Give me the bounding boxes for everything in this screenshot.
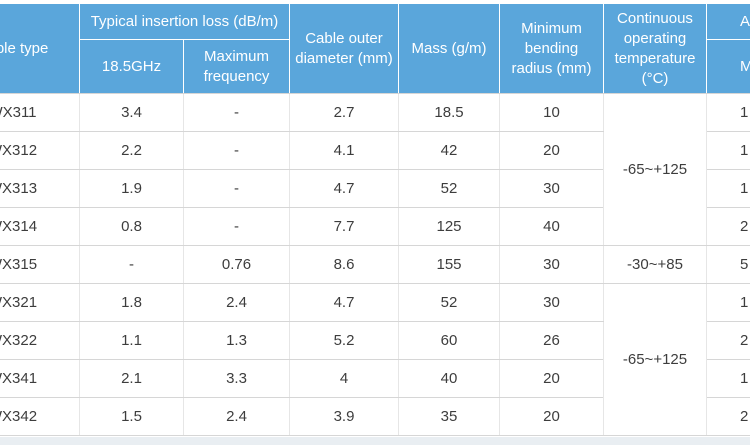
header-insertion-loss-group: Typical insertion loss (dB/m) — [79, 3, 290, 40]
cell-cable-type: WX312 — [0, 131, 80, 170]
cell-mass: 40 — [398, 359, 500, 398]
table-row: WX322 1.1 1.3 5.2 60 26 2 — [0, 321, 750, 360]
cell-loss-max-freq: - — [183, 93, 290, 132]
table-row: WX342 1.5 2.4 3.9 35 20 2 — [0, 397, 750, 436]
header-row-sub: 18.5GHz Maximum frequency M — [0, 39, 750, 94]
cell-loss-18-5ghz: 3.4 — [79, 93, 184, 132]
cell-bending-radius: 30 — [499, 169, 604, 208]
table-row: WX314 0.8 - 7.7 125 40 2 — [0, 207, 750, 246]
cell-assembly-partial: 2 — [706, 321, 750, 360]
cell-loss-18-5ghz: 2.1 — [79, 359, 184, 398]
cell-loss-18-5ghz: 1.5 — [79, 397, 184, 436]
cell-loss-18-5ghz: 1.9 — [79, 169, 184, 208]
cell-mass: 35 — [398, 397, 500, 436]
table-row: WX313 1.9 - 4.7 52 30 1 — [0, 169, 750, 208]
cell-operating-temp-span: -65~+125 — [603, 283, 707, 436]
cell-loss-max-freq: 2.4 — [183, 397, 290, 436]
cell-bending-radius: 20 — [499, 359, 604, 398]
cell-loss-max-freq: - — [183, 169, 290, 208]
header-18-5ghz: 18.5GHz — [79, 39, 184, 94]
cell-assembly-partial: 1 — [706, 359, 750, 398]
cell-outer-diameter: 4.1 — [289, 131, 399, 170]
cell-operating-temp-span: -30~+85 — [603, 245, 707, 284]
cell-mass: 52 — [398, 169, 500, 208]
cell-mass: 60 — [398, 321, 500, 360]
cable-spec-table: Cable type Typical insertion loss (dB/m)… — [0, 3, 750, 436]
cell-assembly-partial: 1 — [706, 169, 750, 208]
cell-cable-type: WX314 — [0, 207, 80, 246]
cell-outer-diameter: 5.2 — [289, 321, 399, 360]
cell-assembly-partial: 5 — [706, 245, 750, 284]
cell-loss-max-freq: 3.3 — [183, 359, 290, 398]
table-row: WX321 1.8 2.4 4.7 52 30 -65~+125 1 — [0, 283, 750, 436]
cell-loss-max-freq: 2.4 — [183, 283, 290, 322]
cell-loss-max-freq: - — [183, 131, 290, 170]
cell-outer-diameter: 4.7 — [289, 169, 399, 208]
cell-mass: 42 — [398, 131, 500, 170]
header-operating-temp: Continuous operating temperature (°C) — [603, 3, 707, 94]
header-outer-diameter: Cable outer diameter (mm) — [289, 3, 399, 94]
cell-loss-max-freq: 0.76 — [183, 245, 290, 284]
cell-loss-max-freq: 1.3 — [183, 321, 290, 360]
header-assembly-group-partial: As — [706, 3, 750, 40]
cell-bending-radius: 30 — [499, 283, 604, 322]
table-row: WX312 2.2 - 4.1 42 20 1 — [0, 131, 750, 170]
cell-loss-18-5ghz: 1.8 — [79, 283, 184, 322]
cell-bending-radius: 26 — [499, 321, 604, 360]
table-row: WX341 2.1 3.3 4 40 20 1 — [0, 359, 750, 398]
cell-outer-diameter: 3.9 — [289, 397, 399, 436]
cell-cable-type: WX315 — [0, 245, 80, 284]
cell-bending-radius: 30 — [499, 245, 604, 284]
cell-bending-radius: 20 — [499, 131, 604, 170]
cell-bending-radius: 40 — [499, 207, 604, 246]
cell-loss-18-5ghz: 0.8 — [79, 207, 184, 246]
header-mass: Mass (g/m) — [398, 3, 500, 94]
cell-assembly-partial: 2 — [706, 397, 750, 436]
cell-outer-diameter: 7.7 — [289, 207, 399, 246]
header-cable-type: Cable type — [0, 3, 80, 94]
cell-cable-type: WX313 — [0, 169, 80, 208]
bottom-strip — [0, 437, 750, 445]
cell-operating-temp-span: -65~+125 — [603, 93, 707, 246]
cell-bending-radius: 10 — [499, 93, 604, 132]
cell-outer-diameter: 4.7 — [289, 283, 399, 322]
cell-cable-type: WX321 — [0, 283, 80, 322]
cell-cable-type: WX322 — [0, 321, 80, 360]
cell-mass: 155 — [398, 245, 500, 284]
header-bending-radius: Minimum bending radius (mm) — [499, 3, 604, 94]
table-row: WX315 - 0.76 8.6 155 30 -30~+85 5 — [0, 245, 750, 284]
cell-assembly-partial: 1 — [706, 131, 750, 170]
cell-loss-18-5ghz: 1.1 — [79, 321, 184, 360]
cell-cable-type: WX311 — [0, 93, 80, 132]
cell-outer-diameter: 8.6 — [289, 245, 399, 284]
cell-mass: 52 — [398, 283, 500, 322]
header-max-frequency: Maximum frequency — [183, 39, 290, 94]
cell-loss-18-5ghz: 2.2 — [79, 131, 184, 170]
cell-outer-diameter: 4 — [289, 359, 399, 398]
cell-mass: 18.5 — [398, 93, 500, 132]
header-row-group: Cable type Typical insertion loss (dB/m)… — [0, 3, 750, 94]
cell-assembly-partial: 2 — [706, 207, 750, 246]
cell-assembly-partial: 1 — [706, 283, 750, 322]
cell-loss-18-5ghz: - — [79, 245, 184, 284]
cell-loss-max-freq: - — [183, 207, 290, 246]
cell-bending-radius: 20 — [499, 397, 604, 436]
header-assembly-sub-partial: M — [706, 39, 750, 94]
cell-cable-type: WX341 — [0, 359, 80, 398]
table-row: WX311 3.4 - 2.7 18.5 10 -65~+125 1 — [0, 93, 750, 246]
cell-assembly-partial: 1 — [706, 93, 750, 132]
cell-cable-type: WX342 — [0, 397, 80, 436]
cell-mass: 125 — [398, 207, 500, 246]
cell-outer-diameter: 2.7 — [289, 93, 399, 132]
